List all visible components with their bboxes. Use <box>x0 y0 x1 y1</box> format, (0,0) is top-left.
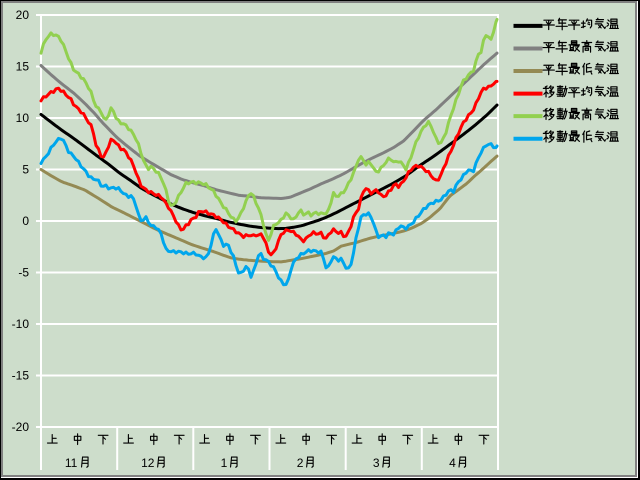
svg-text:2: 2 <box>297 456 304 470</box>
svg-text:-15: -15 <box>12 369 30 383</box>
svg-text:10: 10 <box>16 111 30 125</box>
svg-text:-10: -10 <box>12 317 30 331</box>
svg-text:20: 20 <box>16 8 30 22</box>
svg-text:-20: -20 <box>12 420 30 434</box>
svg-text:12: 12 <box>141 456 155 470</box>
svg-text:4: 4 <box>449 456 456 470</box>
svg-text:11: 11 <box>65 456 78 470</box>
svg-text:15: 15 <box>16 60 30 74</box>
svg-text:1: 1 <box>221 456 228 470</box>
svg-text:3: 3 <box>373 456 380 470</box>
svg-text:5: 5 <box>22 163 29 177</box>
svg-text:-5: -5 <box>18 266 29 280</box>
svg-text:0: 0 <box>22 214 29 228</box>
